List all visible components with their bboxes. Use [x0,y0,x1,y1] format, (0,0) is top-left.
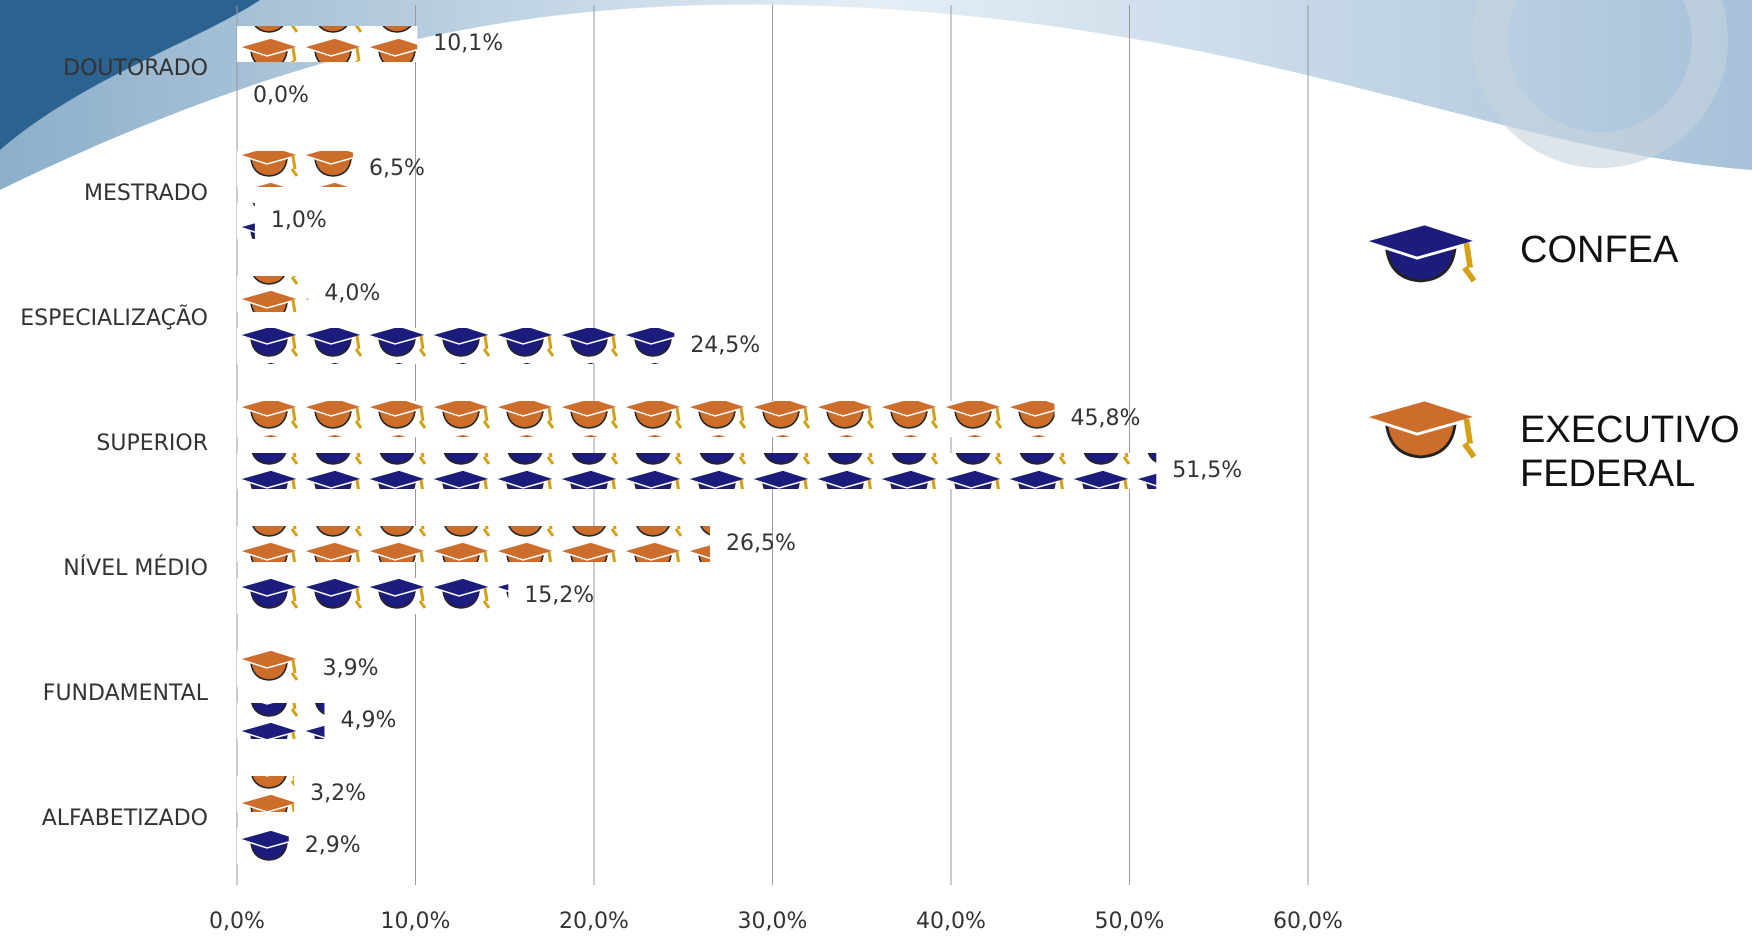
legend-label: EXECUTIVO FEDERAL [1520,409,1740,495]
bar [237,26,418,62]
value-label: 2,9% [305,833,361,858]
legend-label: CONFEA [1520,229,1679,271]
value-label: 26,5% [726,531,796,556]
x-tick-label: 20,0% [559,909,629,934]
cap-bowl [1384,247,1457,283]
background-gear [1472,0,1728,168]
bar [237,703,325,739]
x-tick-label: 0,0% [209,909,265,934]
value-label: 0,0% [253,83,309,108]
cap-tassel [1462,418,1477,459]
background-corner [0,0,260,150]
value-label: 15,2% [524,583,594,608]
y-tick-label: FUNDAMENTAL [43,681,209,706]
background-swoosh [0,0,1752,190]
value-label: 24,5% [690,333,760,358]
y-tick-label: ESPECIALIZAÇÃO [20,304,208,331]
bar [237,151,354,187]
x-tick-label: 60,0% [1273,909,1343,934]
cap-board [1358,222,1483,260]
value-label: 10,1% [433,31,503,56]
bar [237,651,307,687]
bar [237,203,255,239]
value-label: 6,5% [369,156,425,181]
bar [237,453,1157,489]
value-label: 51,5% [1172,458,1242,483]
bar [237,578,509,614]
cap-bowl [1384,423,1457,459]
value-label: 1,0% [271,208,327,233]
x-tick-label: 10,0% [381,909,451,934]
bar [237,828,289,864]
x-tick-label: 30,0% [738,909,808,934]
cap-icon [1358,398,1483,459]
value-label: 45,8% [1071,406,1141,431]
cap-icon [1358,222,1483,283]
y-tick-label: MESTRADO [84,181,208,206]
value-label: 4,9% [340,708,396,733]
cap-tassel [1462,242,1477,283]
bar [237,526,711,562]
bar [237,276,309,312]
cap-board [1358,398,1483,436]
value-label: 3,9% [323,656,379,681]
y-tick-label: ALFABETIZADO [42,806,208,831]
x-tick-label: 50,0% [1095,909,1165,934]
x-tick-label: 40,0% [916,909,986,934]
bar [237,776,295,812]
y-tick-label: SUPERIOR [96,431,208,456]
value-label: 3,2% [310,781,366,806]
y-tick-label: NÍVEL MÉDIO [63,555,208,581]
y-tick-label: DOUTORADO [63,56,208,81]
bar [237,401,1055,437]
bar [237,328,675,364]
value-label: 4,0% [324,281,380,306]
